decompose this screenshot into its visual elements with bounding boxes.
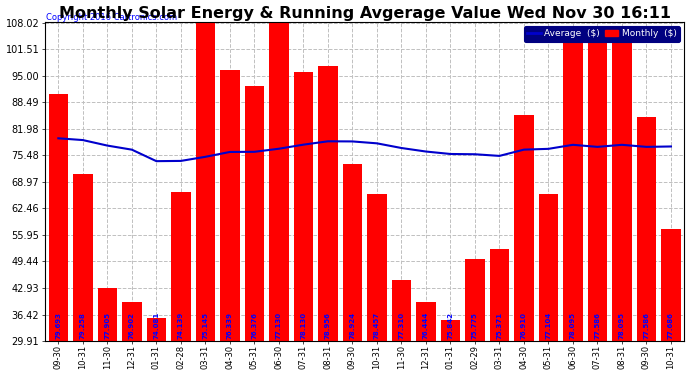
Bar (293, 72, 313, 341)
Text: Copyright 2016 Cartronics.com: Copyright 2016 Cartronics.com (46, 13, 177, 22)
Bar (171, 192, 190, 341)
Text: 78.095: 78.095 (570, 312, 576, 339)
Bar (612, 39, 632, 341)
Text: 78.095: 78.095 (619, 312, 625, 339)
Text: 79.693: 79.693 (55, 312, 61, 339)
Text: 79.258: 79.258 (80, 312, 86, 339)
Bar (244, 86, 264, 341)
Text: 77.130: 77.130 (276, 312, 282, 339)
Bar (343, 164, 362, 341)
Bar (97, 288, 117, 341)
Text: 75.145: 75.145 (202, 312, 208, 339)
Bar (661, 229, 681, 341)
Text: 74.139: 74.139 (178, 312, 184, 339)
Bar (146, 318, 166, 341)
Text: 78.956: 78.956 (325, 312, 331, 339)
Text: 75.371: 75.371 (496, 312, 502, 339)
Text: 75.775: 75.775 (472, 312, 478, 339)
Legend: Average  ($), Monthly  ($): Average ($), Monthly ($) (524, 26, 680, 42)
Bar (195, 22, 215, 341)
Text: 77.104: 77.104 (545, 312, 551, 339)
Bar (563, 31, 583, 341)
Bar (367, 194, 386, 341)
Text: 77.586: 77.586 (595, 312, 600, 339)
Text: 74.081: 74.081 (153, 312, 159, 339)
Text: 77.686: 77.686 (668, 312, 674, 339)
Text: 76.444: 76.444 (423, 312, 429, 339)
Text: 78.457: 78.457 (374, 312, 380, 339)
Bar (220, 70, 239, 341)
Text: 78.924: 78.924 (349, 312, 355, 339)
Text: 75.842: 75.842 (447, 312, 453, 339)
Bar (392, 280, 411, 341)
Text: 77.905: 77.905 (104, 312, 110, 339)
Bar (48, 94, 68, 341)
Bar (441, 320, 460, 341)
Text: 76.902: 76.902 (129, 312, 135, 339)
Text: 76.339: 76.339 (227, 312, 233, 339)
Bar (514, 115, 534, 341)
Bar (588, 37, 607, 341)
Bar (122, 302, 141, 341)
Bar (539, 194, 558, 341)
Bar (73, 174, 92, 341)
Bar (490, 249, 509, 341)
Text: 77.310: 77.310 (398, 312, 404, 339)
Bar (465, 259, 485, 341)
Title: Monthly Solar Energy & Running Avgerage Value Wed Nov 30 16:11: Monthly Solar Energy & Running Avgerage … (59, 6, 671, 21)
Bar (637, 117, 656, 341)
Text: 78.130: 78.130 (300, 312, 306, 339)
Bar (416, 302, 435, 341)
Text: 76.910: 76.910 (521, 312, 527, 339)
Bar (318, 66, 337, 341)
Text: 77.586: 77.586 (644, 312, 649, 339)
Text: 76.376: 76.376 (251, 312, 257, 339)
Bar (269, 21, 288, 341)
